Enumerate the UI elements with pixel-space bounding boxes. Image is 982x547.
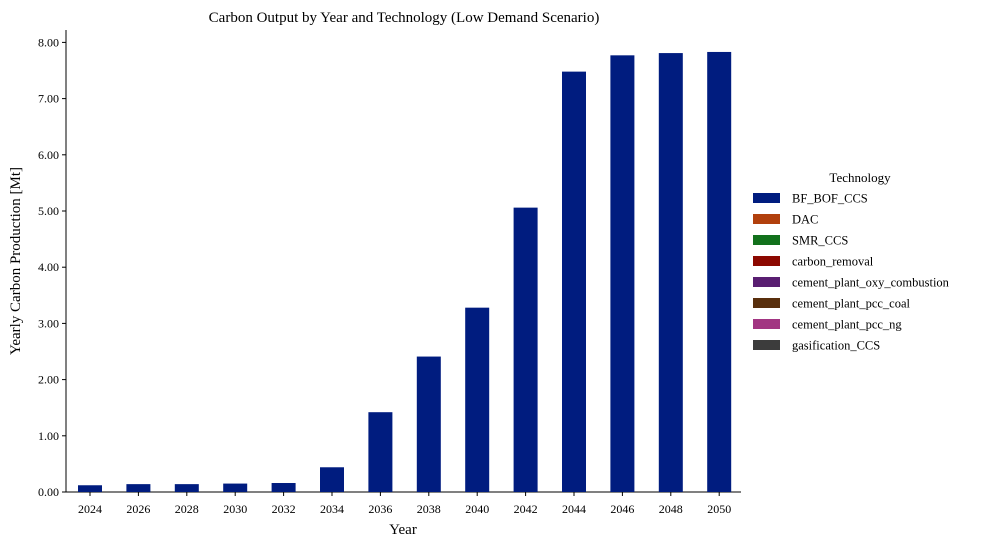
plot-area: 0.00 1.00 2.00 3.00 4.00 5.00 6.00 7.00 8.00 2024…	[38, 30, 741, 516]
legend-label-SMR_CCS: SMR_CCS	[792, 234, 848, 248]
legend-swatch-cement_plant_pcc_coal	[753, 298, 780, 308]
legend-label-cement_plant_pcc_ng: cement_plant_pcc_ng	[792, 318, 902, 332]
legend-label-cement_plant_oxy_combustion: cement_plant_oxy_combustion	[792, 276, 950, 290]
x-tick-label: 2032	[272, 502, 296, 516]
legend-swatch-DAC	[753, 214, 780, 224]
legend-label-BF_BOF_CCS: BF_BOF_CCS	[792, 192, 868, 206]
bar-BF_BOF_CCS-2042	[513, 207, 538, 493]
legend: Technology BF_BOF_CCS DAC SMR_CCS carbon_rem…	[753, 170, 950, 353]
bar-BF_BOF_CCS-2030	[223, 483, 248, 492]
x-tick-label: 2024	[78, 502, 102, 516]
x-tick-label: 2042	[514, 502, 538, 516]
bar-BF_BOF_CCS-2026	[126, 484, 151, 492]
y-tick-label: 5.00	[38, 204, 59, 218]
legend-swatch-SMR_CCS	[753, 235, 780, 245]
legend-label-DAC: DAC	[792, 213, 818, 227]
y-tick-label: 8.00	[38, 35, 59, 49]
bar-BF_BOF_CCS-2038	[416, 356, 441, 492]
x-tick-label: 2050	[707, 502, 731, 516]
x-tick-label: 2028	[175, 502, 199, 516]
y-tick-label: 6.00	[38, 148, 59, 162]
legend-swatch-gasification_CCS	[753, 340, 780, 350]
y-tick-label: 2.00	[38, 373, 59, 387]
legend-swatch-cement_plant_oxy_combustion	[753, 277, 780, 287]
legend-label-cement_plant_pcc_coal: cement_plant_pcc_coal	[792, 297, 911, 311]
bar-BF_BOF_CCS-2034	[320, 467, 344, 492]
bar-BF_BOF_CCS-2048	[658, 53, 683, 492]
legend-swatch-cement_plant_pcc_ng	[753, 319, 780, 329]
legend-label-gasification_CCS: gasification_CCS	[792, 339, 880, 353]
x-tick-label: 2048	[659, 502, 683, 516]
y-tick-label: 4.00	[38, 260, 59, 274]
x-tick-label: 2030	[223, 502, 247, 516]
y-tick-label: 1.00	[38, 429, 59, 443]
x-tick-label: 2036	[368, 502, 392, 516]
legend-label-carbon_removal: carbon_removal	[792, 255, 874, 269]
bar-BF_BOF_CCS-2036	[368, 412, 393, 492]
y-tick-label: 3.00	[38, 316, 59, 330]
legend-swatch-carbon_removal	[753, 256, 780, 266]
y-tick-label: 0.00	[38, 485, 59, 499]
y-tick-label: 7.00	[38, 92, 59, 106]
legend-title: Technology	[829, 170, 891, 185]
bar-BF_BOF_CCS-2028	[174, 484, 199, 492]
chart-title: Carbon Output by Year and Technology (Lo…	[209, 10, 600, 26]
x-tick-label: 2038	[417, 502, 441, 516]
bar-BF_BOF_CCS-2046	[610, 55, 635, 493]
x-tick-label: 2046	[610, 502, 634, 516]
bar-BF_BOF_CCS-2040	[465, 307, 490, 492]
bar-BF_BOF_CCS-2044	[562, 71, 586, 493]
x-tick-label: 2040	[465, 502, 489, 516]
x-tick-label: 2026	[126, 502, 150, 516]
x-tick-label: 2044	[562, 502, 586, 516]
x-tick-label: 2034	[320, 502, 344, 516]
y-axis-label: Yearly Carbon Production [Mt]	[8, 167, 24, 355]
bar-BF_BOF_CCS-2024	[78, 485, 102, 492]
legend-swatch-BF_BOF_CCS	[753, 193, 780, 203]
x-axis-label: Year	[389, 522, 417, 538]
bar-BF_BOF_CCS-2050	[707, 51, 732, 492]
bar-BF_BOF_CCS-2032	[271, 483, 296, 492]
